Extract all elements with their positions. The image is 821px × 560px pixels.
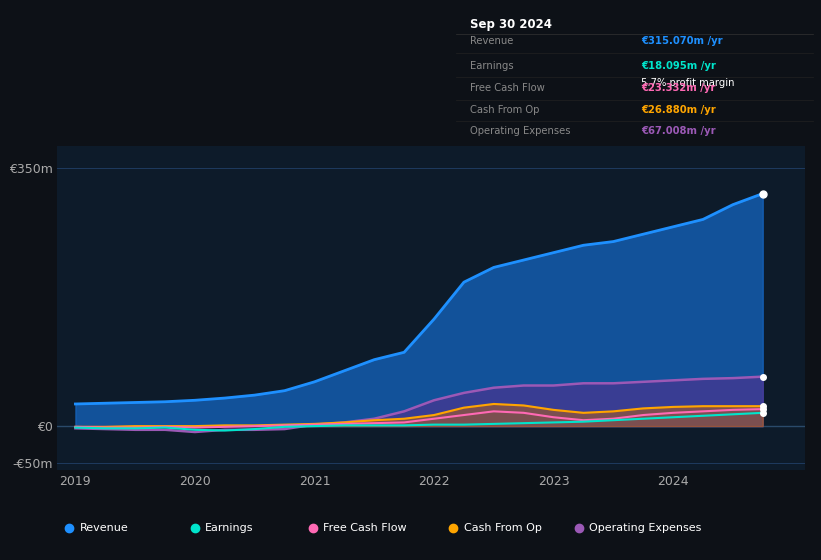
Text: Cash From Op: Cash From Op [470, 105, 539, 115]
Text: Cash From Op: Cash From Op [464, 523, 542, 533]
Text: €26.880m /yr: €26.880m /yr [641, 105, 716, 115]
Text: €315.070m /yr: €315.070m /yr [641, 36, 723, 46]
Text: €18.095m /yr: €18.095m /yr [641, 60, 716, 71]
Text: €23.332m /yr: €23.332m /yr [641, 83, 716, 94]
Text: Earnings: Earnings [470, 60, 514, 71]
Text: €67.008m /yr: €67.008m /yr [641, 126, 716, 136]
Text: Operating Expenses: Operating Expenses [470, 126, 571, 136]
Text: 5.7% profit margin: 5.7% profit margin [641, 78, 735, 88]
Text: Earnings: Earnings [205, 523, 254, 533]
Text: Operating Expenses: Operating Expenses [589, 523, 702, 533]
Text: Revenue: Revenue [470, 36, 513, 46]
Text: Free Cash Flow: Free Cash Flow [470, 83, 544, 94]
Text: Free Cash Flow: Free Cash Flow [323, 523, 407, 533]
Text: Sep 30 2024: Sep 30 2024 [470, 18, 552, 31]
Text: Revenue: Revenue [80, 523, 128, 533]
